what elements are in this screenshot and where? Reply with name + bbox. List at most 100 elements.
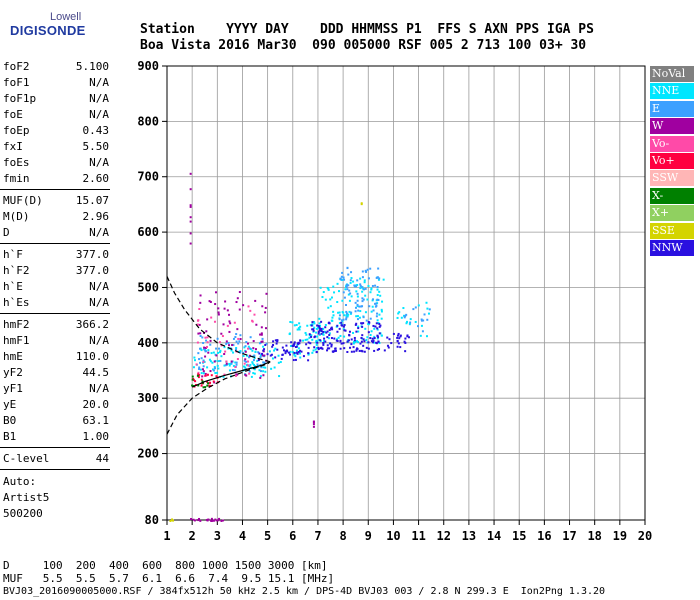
echo-point-nne [273,366,276,369]
echo-point-nne [199,368,202,371]
echo-point-e [423,313,426,316]
echo-point-nnw [375,342,378,345]
echo-point-nnw [318,329,321,332]
echo-point-nne [323,330,326,333]
echo-point-nne [398,311,401,314]
echo-point-nnw [312,329,315,332]
echo-point-w [227,344,230,347]
echo-point-w [228,320,231,323]
echo-point-e [364,287,367,290]
echo-point-nne [297,347,300,350]
echo-point-nne [228,362,231,365]
echo-point-nnw [377,336,380,339]
echo-point-nnw [360,340,363,343]
echo-point-vo [210,374,213,377]
echo-point-nnw [362,338,365,341]
echo-point-nne [426,307,429,310]
echo-point-nne [402,307,405,310]
echo-point-e [404,315,407,318]
echo-point-e [368,305,371,308]
echo-point-nne [317,338,320,341]
profile-dashed [166,361,271,435]
echo-point-nnw [369,337,372,340]
echo-point-e [233,369,236,372]
echo-point-nnw [404,341,407,344]
echo-point-nne [253,372,256,375]
echo-point-w [201,375,204,378]
echo-point-nne [365,339,368,342]
echo-point-nne [227,347,230,350]
echo-point-nne [296,344,299,347]
echo-point-e [197,352,200,355]
echo-point-w [217,311,220,314]
x-tick-label: 13 [462,529,476,543]
param-value: 63.1 [82,414,110,427]
echo-point-vo [197,376,200,379]
echo-point-nne [364,327,367,330]
echo-point-nne [230,349,233,352]
echo-point-vo [243,362,246,365]
echo-point-nnw [348,334,351,337]
echo-point-nne [352,340,355,343]
echo-point-w [210,519,213,522]
echo-point-nne [234,361,237,364]
echo-point-e [202,365,205,368]
echo-point-nne [425,335,428,338]
echo-point-nne [330,296,333,299]
echo-point-vo [197,373,200,376]
profile-solid [191,361,271,388]
echo-point-e [371,284,374,287]
x-tick-label: 20 [638,529,652,543]
echo-point-nne [232,364,235,367]
echo-point-nne [318,322,321,325]
echo-point-sse [171,519,174,522]
param-value: 377.0 [75,248,109,261]
echo-point-e [239,351,242,354]
echo-point-w [217,519,220,522]
echo-point-nne [408,323,411,326]
echo-point-e [201,336,204,339]
echo-point-vo [202,361,205,364]
echo-point-e [361,276,364,279]
echo-point-w [208,300,211,303]
echo-point-x [206,384,209,387]
echo-point-nnw [271,345,274,348]
echo-point-w [193,519,196,522]
echo-point-vo [236,358,239,361]
param-name: foEs [3,156,30,169]
echo-point-nne [363,281,366,284]
echo-point-nne [313,322,316,325]
echo-point-e [256,363,259,366]
echo-point-nnw [399,335,402,338]
echo-point-w [228,330,231,333]
echo-point-nne [327,288,330,291]
echo-point-nnw [326,347,329,350]
echo-point-w [312,425,315,428]
echo-point-e [361,305,364,308]
echo-point-e [239,334,242,337]
echo-point-e [362,288,365,291]
echo-point-w [223,353,226,356]
echo-point-nne [315,327,318,330]
echo-point-e [234,348,237,351]
echo-point-nnw [371,341,374,344]
echo-point-nne [370,288,373,291]
param-value: 5.100 [75,60,109,73]
echo-point-w [204,372,207,375]
echo-point-nne [252,363,255,366]
echo-point-nnw [274,339,277,342]
panel-divider [0,243,110,244]
echo-point-w [222,519,225,522]
echo-point-nnw [343,347,346,350]
echo-point-nne [328,332,331,335]
echo-point-vo [234,366,237,369]
echo-point-nne [342,328,345,331]
echo-point-nne [299,352,302,355]
echo-point-w [218,517,221,520]
echo-point-vo [204,374,207,377]
echo-point-nne [405,322,408,325]
echo-point-e [230,362,233,365]
echo-point-nnw [328,334,331,337]
echo-point-e [346,266,349,269]
echo-point-nne [350,295,353,298]
